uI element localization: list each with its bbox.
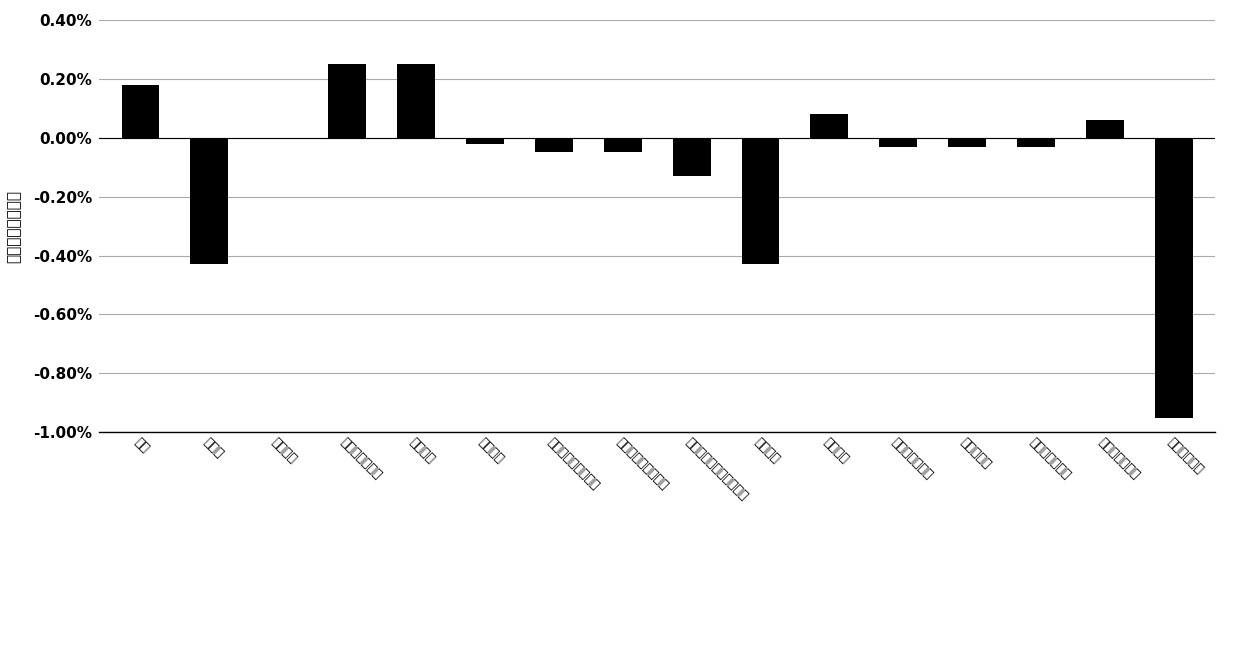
Bar: [1086, 120, 1123, 138]
Bar: [742, 138, 780, 265]
Bar: [604, 138, 642, 152]
Bar: [672, 138, 711, 176]
Bar: [1154, 138, 1193, 418]
Bar: [534, 138, 573, 152]
Bar: [811, 114, 848, 138]
Bar: [879, 138, 918, 146]
Bar: [122, 84, 160, 138]
Bar: [1017, 138, 1055, 146]
Bar: [949, 138, 986, 146]
Bar: [397, 64, 435, 138]
Bar: [329, 64, 366, 138]
Y-axis label: 主要参数相对误差: 主要参数相对误差: [7, 190, 22, 263]
Bar: [466, 138, 503, 144]
Bar: [191, 138, 228, 265]
